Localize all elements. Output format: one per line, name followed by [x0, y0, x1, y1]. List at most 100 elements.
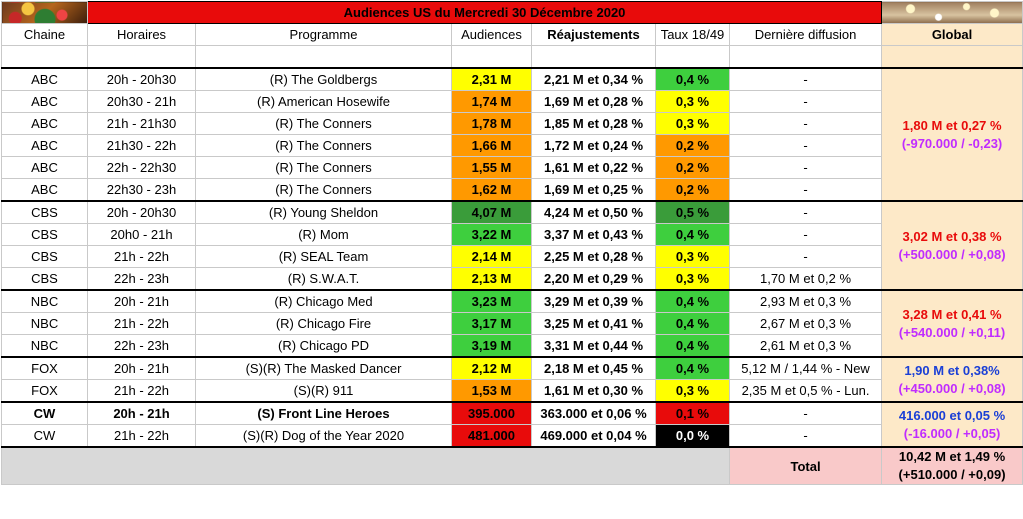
- cell-audiences: 1,53 M: [451, 379, 532, 403]
- cell-horaires: 20h - 20h30: [87, 200, 196, 224]
- cell-derniere-diffusion: -: [728, 178, 883, 202]
- table-row: NBC 21h - 22h (R) Chicago Fire 3,17 M 3,…: [1, 312, 1023, 335]
- global-cw: 416.000 et 0,05 % (-16.000 / +0,05): [881, 401, 1023, 448]
- cell-taux: 0,4 %: [655, 223, 730, 246]
- total-spacer: [1, 446, 730, 485]
- table-row: ABC 21h - 21h30 (R) The Conners 1,78 M 1…: [1, 112, 1023, 135]
- cell-derniere-diffusion: -: [728, 112, 883, 135]
- cell-derniere-diffusion: -: [728, 401, 883, 425]
- table-row: ABC 20h - 20h30 (R) The Goldbergs 2,31 M…: [1, 67, 1023, 202]
- cell-derniere-diffusion: -: [728, 200, 883, 224]
- cell-derniere-diffusion: -: [728, 67, 883, 91]
- global-cbs-delta: (+500.000 / +0,08): [898, 246, 1006, 262]
- cell-derniere-diffusion: -: [728, 424, 883, 448]
- cell-programme: (R) SEAL Team: [195, 245, 452, 268]
- cell-reajustement: 1,69 M et 0,25 %: [531, 178, 656, 202]
- table-row: CW 21h - 22h (S)(R) Dog of the Year 2020…: [1, 424, 1023, 448]
- cell-programme: (R) Chicago PD: [195, 334, 452, 358]
- cell-reajustement: 3,25 M et 0,41 %: [531, 312, 656, 335]
- cell-taux: 0,4 %: [655, 67, 730, 91]
- christmas-decoration-left-image: [1, 1, 88, 24]
- cell-horaires: 21h - 21h30: [87, 112, 196, 135]
- cell-reajustement: 1,72 M et 0,24 %: [531, 134, 656, 157]
- cell-derniere-diffusion: -: [728, 245, 883, 268]
- cell-programme: (R) Mom: [195, 223, 452, 246]
- global-fox-value: 1,90 M et 0,38%: [904, 362, 1000, 378]
- table-row: CBS 22h - 23h (R) S.W.A.T. 2,13 M 2,20 M…: [1, 267, 1023, 291]
- cell-audiences: 2,13 M: [451, 267, 532, 291]
- global-nbc-delta: (+540.000 / +0,11): [898, 324, 1006, 340]
- cell-chaine: NBC: [1, 289, 88, 313]
- cell-reajustement: 2,20 M et 0,29 %: [531, 267, 656, 291]
- cell-reajustement: 1,61 M et 0,30 %: [531, 379, 656, 403]
- cell-chaine: FOX: [1, 379, 88, 403]
- cell-audiences: 1,78 M: [451, 112, 532, 135]
- cell-programme: (S)(R) 911: [195, 379, 452, 403]
- cell-audiences: 3,19 M: [451, 334, 532, 358]
- banner-row: Audiences US du Mercredi 30 Décembre 202…: [1, 1, 1023, 24]
- table-row: NBC 22h - 23h (R) Chicago PD 3,19 M 3,31…: [1, 334, 1023, 358]
- header-taux: Taux 18/49: [655, 23, 730, 46]
- cell-horaires: 22h - 23h: [87, 267, 196, 291]
- spacer-cell: [881, 45, 1023, 69]
- cell-programme: (R) The Conners: [195, 178, 452, 202]
- spacer-cell: [195, 45, 452, 69]
- header-row: Chaine Horaires Programme Audiences Réaj…: [1, 23, 1023, 46]
- cell-chaine: CW: [1, 424, 88, 448]
- cell-taux: 0,3 %: [655, 267, 730, 291]
- cell-horaires: 22h30 - 23h: [87, 178, 196, 202]
- cell-taux: 0,3 %: [655, 112, 730, 135]
- cell-taux: 0,4 %: [655, 312, 730, 335]
- cell-reajustement: 3,31 M et 0,44 %: [531, 334, 656, 358]
- christmas-decoration-right-image: [881, 1, 1023, 24]
- cell-horaires: 20h - 21h: [87, 356, 196, 380]
- cell-reajustement: 1,69 M et 0,28 %: [531, 90, 656, 113]
- cell-chaine: CBS: [1, 245, 88, 268]
- cell-audiences: 2,12 M: [451, 356, 532, 380]
- cell-audiences: 3,22 M: [451, 223, 532, 246]
- spacer-cell: [655, 45, 730, 69]
- cell-taux: 0,3 %: [655, 90, 730, 113]
- cell-horaires: 20h - 20h30: [87, 67, 196, 91]
- total-row: Total 10,42 M et 1,49 % (+510.000 / +0,0…: [1, 446, 1023, 485]
- cell-programme: (R) Young Sheldon: [195, 200, 452, 224]
- table-row: ABC 22h - 22h30 (R) The Conners 1,55 M 1…: [1, 156, 1023, 179]
- cell-chaine: CBS: [1, 267, 88, 291]
- cell-taux: 0,3 %: [655, 245, 730, 268]
- cell-derniere-diffusion: 2,67 M et 0,3 %: [728, 312, 883, 335]
- header-chaine: Chaine: [1, 23, 88, 46]
- cell-programme: (S)(R) Dog of the Year 2020: [195, 424, 452, 448]
- global-cbs-value: 3,02 M et 0,38 %: [902, 228, 1002, 244]
- table-row: ABC 22h30 - 23h (R) The Conners 1,62 M 1…: [1, 178, 1023, 202]
- cell-reajustement: 469.000 et 0,04 %: [531, 424, 656, 448]
- cell-horaires: 21h - 22h: [87, 245, 196, 268]
- cell-programme: (S) Front Line Heroes: [195, 401, 452, 425]
- table-row: NBC 20h - 21h (R) Chicago Med 3,23 M 3,2…: [1, 289, 1023, 358]
- cell-programme: (R) American Hosewife: [195, 90, 452, 113]
- audiences-table: Audiences US du Mercredi 30 Décembre 202…: [1, 1, 1023, 485]
- cell-audiences: 2,31 M: [451, 67, 532, 91]
- cell-horaires: 20h30 - 21h: [87, 90, 196, 113]
- cell-derniere-diffusion: -: [728, 156, 883, 179]
- cell-derniere-diffusion: -: [728, 134, 883, 157]
- cell-chaine: CBS: [1, 223, 88, 246]
- page-title: Audiences US du Mercredi 30 Décembre 202…: [86, 1, 883, 24]
- cell-taux: 0,2 %: [655, 156, 730, 179]
- cell-derniere-diffusion: 2,61 M et 0,3 %: [728, 334, 883, 358]
- header-reajustements: Réajustements: [531, 23, 656, 46]
- cell-reajustement: 1,85 M et 0,28 %: [531, 112, 656, 135]
- cell-audiences: 395.000: [451, 401, 532, 425]
- table-row: ABC 20h30 - 21h (R) American Hosewife 1,…: [1, 90, 1023, 113]
- cell-taux: 0,2 %: [655, 134, 730, 157]
- total-global: 10,42 M et 1,49 % (+510.000 / +0,09): [881, 446, 1023, 485]
- spacer-cell: [87, 45, 196, 69]
- cell-reajustement: 3,29 M et 0,39 %: [531, 289, 656, 313]
- cell-chaine: ABC: [1, 156, 88, 179]
- total-delta: (+510.000 / +0,09): [898, 467, 1006, 482]
- cell-chaine: NBC: [1, 334, 88, 358]
- cell-programme: (R) Chicago Fire: [195, 312, 452, 335]
- cell-chaine: NBC: [1, 312, 88, 335]
- cell-audiences: 2,14 M: [451, 245, 532, 268]
- table-row: CBS 21h - 22h (R) SEAL Team 2,14 M 2,25 …: [1, 245, 1023, 268]
- cell-horaires: 20h - 21h: [87, 401, 196, 425]
